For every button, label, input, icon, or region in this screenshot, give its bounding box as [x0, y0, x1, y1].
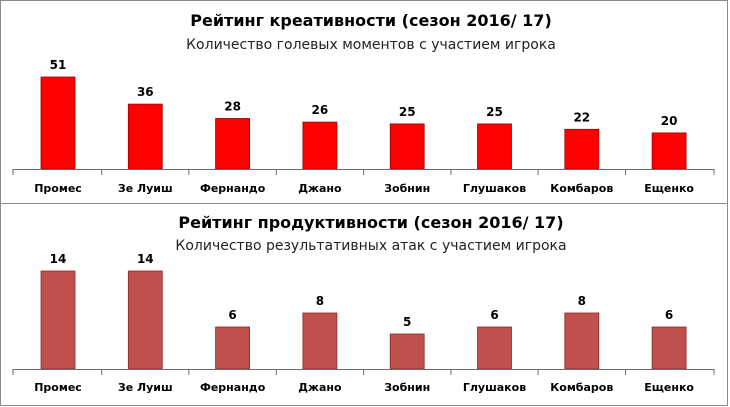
data-label: 51: [50, 58, 67, 72]
data-label: 22: [573, 110, 590, 124]
data-label: 8: [316, 294, 324, 308]
category-label: Джано: [298, 381, 342, 394]
bar: [40, 270, 76, 370]
data-label: 6: [665, 308, 673, 322]
productivity-chart-panel: Рейтинг продуктивности (сезон 2016/ 17) …: [0, 203, 728, 406]
bar: [477, 326, 512, 370]
chart-title: Рейтинг продуктивности (сезон 2016/ 17): [178, 213, 563, 232]
category-label: Фернандо: [200, 381, 266, 394]
category-label: Комбаров: [550, 381, 613, 394]
category-label: Зобнин: [384, 381, 430, 394]
bar: [564, 312, 600, 370]
bar: [477, 123, 512, 170]
data-label: 26: [312, 103, 329, 117]
category-label: Зобнин: [384, 182, 430, 195]
category-label: Зе Луиш: [118, 182, 173, 195]
data-label: 28: [224, 100, 241, 114]
data-label: 6: [228, 308, 236, 322]
bar: [40, 76, 76, 170]
category-label: Ещенко: [644, 381, 694, 394]
bar: [389, 333, 425, 370]
data-label: 14: [50, 252, 67, 266]
creativity-chart: Рейтинг креативности (сезон 2016/ 17) Ко…: [12, 11, 715, 195]
bar: [215, 326, 251, 370]
creativity-chart-panel: Рейтинг креативности (сезон 2016/ 17) Ко…: [0, 0, 728, 204]
category-label: Глушаков: [463, 381, 526, 394]
chart-subtitle: Количество голевых моментов с участием и…: [186, 37, 556, 53]
category-label: Зе Луиш: [118, 381, 173, 394]
bar: [127, 270, 163, 370]
bar: [215, 118, 251, 170]
data-label: 36: [137, 85, 154, 99]
data-label: 25: [486, 105, 503, 119]
category-label: Комбаров: [550, 182, 613, 195]
category-label: Промес: [34, 182, 82, 195]
category-label: Глушаков: [463, 182, 526, 195]
category-label: Фернандо: [200, 182, 266, 195]
productivity-chart: Рейтинг продуктивности (сезон 2016/ 17) …: [12, 213, 715, 394]
bar: [302, 312, 338, 370]
category-label: Джано: [298, 182, 342, 195]
data-label: 20: [661, 114, 678, 128]
bar: [389, 123, 425, 170]
category-label: Промес: [34, 381, 82, 394]
bar: [651, 132, 687, 170]
bar: [564, 128, 600, 170]
data-label: 5: [403, 315, 411, 329]
data-label: 6: [490, 308, 498, 322]
data-label: 25: [399, 105, 416, 119]
chart-subtitle: Количество результативных атак с участие…: [175, 238, 566, 254]
data-label: 14: [137, 252, 154, 266]
chart-title: Рейтинг креативности (сезон 2016/ 17): [190, 11, 552, 30]
bar: [651, 326, 687, 370]
bar: [302, 121, 338, 170]
data-label: 8: [578, 294, 586, 308]
category-label: Ещенко: [644, 182, 694, 195]
bar: [127, 103, 163, 170]
